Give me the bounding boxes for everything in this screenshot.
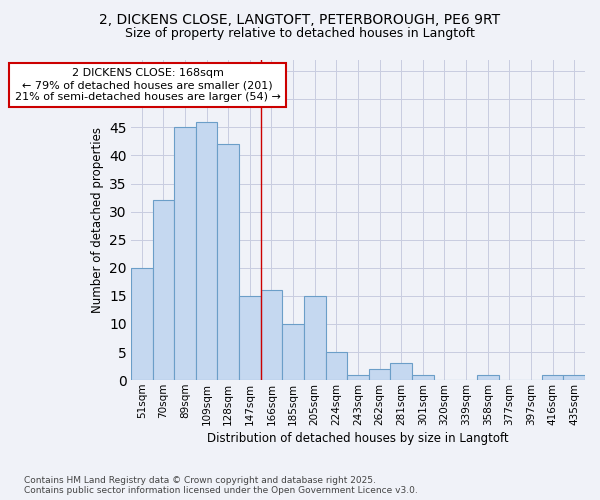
Text: Contains HM Land Registry data © Crown copyright and database right 2025.
Contai: Contains HM Land Registry data © Crown c… bbox=[24, 476, 418, 495]
Bar bbox=[152, 200, 174, 380]
Text: 2, DICKENS CLOSE, LANGTOFT, PETERBOROUGH, PE6 9RT: 2, DICKENS CLOSE, LANGTOFT, PETERBOROUGH… bbox=[100, 12, 500, 26]
X-axis label: Distribution of detached houses by size in Langtoft: Distribution of detached houses by size … bbox=[207, 432, 509, 445]
Bar bbox=[542, 374, 563, 380]
Bar bbox=[260, 290, 282, 380]
Bar bbox=[217, 144, 239, 380]
Bar bbox=[391, 364, 412, 380]
Bar bbox=[196, 122, 217, 380]
Text: Size of property relative to detached houses in Langtoft: Size of property relative to detached ho… bbox=[125, 28, 475, 40]
Bar bbox=[369, 369, 391, 380]
Bar bbox=[412, 374, 434, 380]
Bar bbox=[282, 324, 304, 380]
Bar bbox=[347, 374, 369, 380]
Bar bbox=[239, 296, 260, 380]
Y-axis label: Number of detached properties: Number of detached properties bbox=[91, 127, 104, 313]
Bar bbox=[174, 128, 196, 380]
Bar bbox=[326, 352, 347, 380]
Bar bbox=[477, 374, 499, 380]
Bar bbox=[563, 374, 585, 380]
Text: 2 DICKENS CLOSE: 168sqm
← 79% of detached houses are smaller (201)
21% of semi-d: 2 DICKENS CLOSE: 168sqm ← 79% of detache… bbox=[14, 68, 280, 102]
Bar bbox=[304, 296, 326, 380]
Bar bbox=[131, 268, 152, 380]
